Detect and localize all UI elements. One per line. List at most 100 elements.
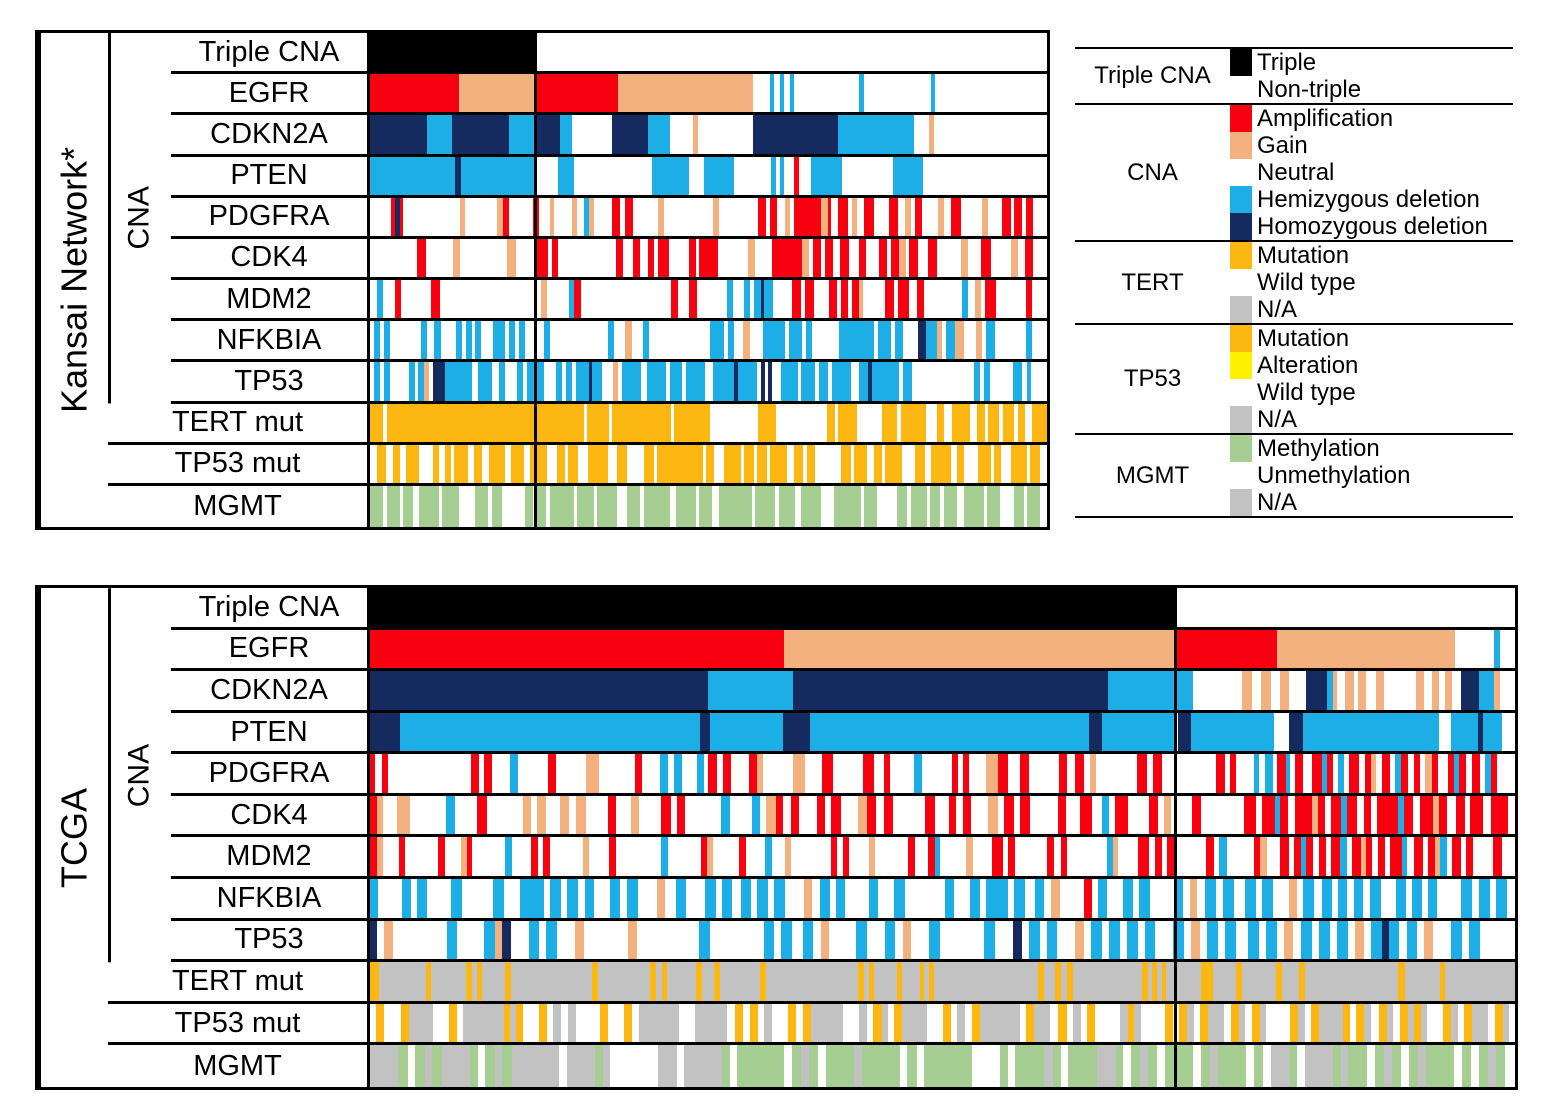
oncoprint-cell [783,156,795,195]
oncoprint-cell [1067,837,1107,877]
oncoprint-cell [608,837,616,877]
oncoprint-cell [943,197,951,236]
oncoprint-cell [602,1045,611,1087]
oncoprint-cell [1212,962,1236,1001]
oncoprint-cell [806,321,813,360]
oncoprint-row-triple-cna: Triple CNA [108,585,1515,630]
oncoprint-cell [441,485,459,528]
oncoprint-cell [370,588,1177,627]
triple-group-divider [533,153,537,198]
oncoprint-cell [1438,671,1445,710]
oncoprint-cell [1478,879,1490,918]
oncoprint-cell [1028,920,1040,960]
oncoprint-cell [543,879,551,918]
oncoprint-cell [1027,444,1031,483]
oncoprint-cell [1083,754,1090,793]
oncoprint-cell [426,321,435,360]
oncoprint-cell [654,238,658,278]
oncoprint-cell [1173,837,1207,877]
oncoprint-cell [1067,754,1076,793]
oncoprint-cell [607,321,614,360]
oncoprint-cell [1354,920,1364,960]
oncoprint-cell [370,74,460,113]
legend-swatch-icon [1230,406,1252,433]
oncoprint-cell [1113,837,1119,877]
oncoprint-cell [778,485,796,528]
oncoprint-cell [1003,403,1014,442]
oncoprint-cell [1337,879,1348,918]
oncoprint-cell [879,238,888,278]
oncoprint-cell [970,879,980,918]
oncoprint-cell [376,837,384,877]
legend-item-label: Hemizygous deletion [1257,186,1480,213]
oncoprint-cell [1444,671,1452,710]
oncoprint-cell [1447,795,1457,835]
oncoprint-cell [1095,1003,1120,1043]
oncoprint-cell [1140,1003,1165,1043]
oncoprint-cell [534,115,560,154]
oncoprint-cell [1446,837,1452,877]
oncoprint-cell [997,795,1004,835]
oncoprint-cell [370,33,535,72]
oncoprint-cell [1123,1045,1131,1087]
oncoprint-cell [534,156,559,195]
oncoprint-cell [781,362,799,401]
oncoprint-cell [1148,837,1156,877]
oncoprint-cell [1083,879,1092,918]
oncoprint-cell [561,1003,568,1043]
oncoprint-cell [1420,795,1433,835]
oncoprint-cell [860,485,864,528]
oncoprint-cell [1295,754,1304,793]
oncoprint-cell [589,837,609,877]
oncoprint-cell [802,321,807,360]
oncoprint-cell [829,920,857,960]
oncoprint-track [370,112,1047,157]
oncoprint-cell [743,321,750,360]
oncoprint-cell [1276,962,1283,1001]
oncoprint-cell [1107,671,1194,710]
oncoprint-cell [810,1003,843,1043]
oncoprint-cell [1255,795,1262,835]
oncoprint-cell [571,362,576,401]
oncoprint-cell [1001,197,1011,236]
oncoprint-cell [695,238,699,278]
oncoprint-cell [1406,920,1418,960]
oncoprint-cell [1178,712,1191,752]
oncoprint-cell [798,362,802,401]
oncoprint-cell [467,837,473,877]
oncoprint-cell [556,754,587,793]
oncoprint-cell [1361,837,1367,877]
oncoprint-cell [391,197,395,236]
oncoprint-cell [783,795,791,835]
oncoprint-cell [461,879,494,918]
oncoprint-cell [536,238,549,278]
oncoprint-cell [979,879,986,918]
oncoprint-cell [399,712,700,752]
oncoprint-track [370,959,1515,1004]
oncoprint-cell [1478,1045,1489,1087]
oncoprint-cell [863,74,932,113]
oncoprint-cell [767,444,771,483]
oncoprint-cell [1506,879,1515,918]
oncoprint-cell [1343,1003,1350,1043]
oncoprint-cell [890,754,914,793]
oncoprint-cell [611,197,621,236]
oncoprint-cell [1146,754,1153,793]
oncoprint-cell [793,671,1108,710]
oncoprint-cell [448,1003,457,1043]
oncoprint-cell [767,879,775,918]
oncoprint-cell [777,197,785,236]
oncoprint-cell [1294,837,1301,877]
oncoprint-cell [1155,920,1174,960]
oncoprint-cell [1101,795,1109,835]
oncoprint-cell [429,362,434,401]
oncoprint-cell [772,1003,789,1043]
oncoprint-cell [1468,920,1480,960]
oncoprint-cell [764,280,774,319]
oncoprint-cell [1029,795,1059,835]
oncoprint-cell [1106,837,1114,877]
oncoprint-cell [617,74,754,113]
legend-items: Mutation Wild type N/A [1230,242,1513,323]
oncoprint-cell [924,444,932,483]
oncoprint-cell [627,444,644,483]
